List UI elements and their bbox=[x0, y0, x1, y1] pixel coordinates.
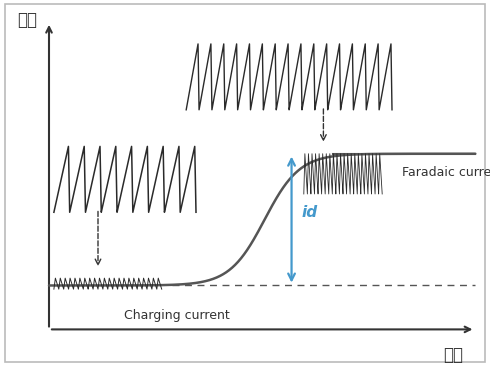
Text: id: id bbox=[301, 205, 318, 220]
Text: 전류: 전류 bbox=[17, 11, 37, 29]
Text: Faradaic current: Faradaic current bbox=[402, 165, 490, 179]
Text: 전압: 전압 bbox=[443, 346, 463, 364]
Text: Charging current: Charging current bbox=[123, 309, 229, 322]
